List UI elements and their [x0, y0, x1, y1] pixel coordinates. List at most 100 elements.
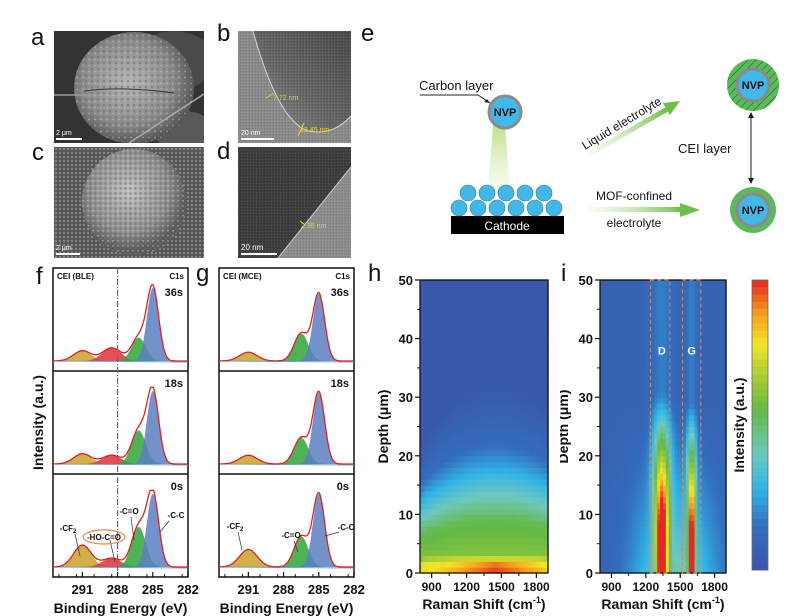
heatmap-cell — [489, 555, 494, 562]
heatmap-cell — [640, 449, 644, 457]
heatmap-cell — [510, 309, 514, 316]
heatmap-cell — [437, 391, 441, 398]
heatmap-cell — [521, 514, 526, 521]
heatmap-cell — [654, 479, 658, 486]
heatmap-cell — [484, 291, 488, 299]
heatmap-cell — [466, 438, 471, 445]
heatmap-cell — [723, 502, 727, 510]
heatmap-cell — [425, 315, 430, 322]
heatmap-cell — [617, 479, 621, 486]
heatmap-cell — [720, 426, 724, 433]
heatmap-cell — [642, 280, 647, 287]
heatmap-cell — [654, 473, 658, 480]
heatmap-cell — [665, 397, 670, 404]
heatmap-cell — [674, 326, 678, 334]
heatmap-cell — [542, 549, 546, 557]
heatmap-cell — [680, 496, 684, 504]
heatmap-cell — [545, 344, 549, 351]
heatmap-cell — [700, 467, 704, 474]
heatmap-cell — [457, 555, 462, 562]
heatmap-cell — [449, 455, 453, 463]
heatmap-cell — [602, 297, 607, 305]
heatmap-cell — [478, 280, 482, 287]
heatmap-cell — [463, 379, 468, 387]
heatmap-cell — [518, 321, 523, 328]
heatmap-cell — [634, 543, 638, 551]
heatmap-cell — [498, 496, 503, 504]
heatmap-cell — [539, 531, 543, 539]
heatmap-cell — [714, 397, 719, 404]
heatmap-cell — [665, 514, 670, 521]
heatmap-cell — [717, 321, 721, 328]
heatmap-cell — [700, 291, 704, 299]
heatmap-cell — [518, 285, 523, 293]
heatmap-cell — [640, 291, 644, 299]
heatmap-cell — [680, 490, 684, 498]
heatmap-cell — [640, 444, 644, 451]
heatmap-cell — [466, 549, 471, 557]
heatmap-cell — [688, 526, 693, 533]
heatmap-cell — [700, 461, 704, 469]
heatmap-cell — [685, 303, 690, 310]
heatmap-cell — [422, 543, 427, 551]
heatmap-cell — [717, 291, 721, 299]
heatmap-cell — [495, 502, 500, 510]
heatmap-cell — [454, 473, 459, 480]
heatmap-cell — [420, 397, 424, 404]
heatmap-cell — [685, 350, 690, 357]
heatmap-cell — [530, 344, 535, 351]
heatmap-cell — [437, 385, 441, 392]
heatmap-cell — [443, 338, 447, 346]
heatmap-cell — [685, 391, 690, 398]
heatmap-cell — [527, 403, 532, 410]
heatmap-cell — [460, 291, 465, 299]
heatmap-cell — [645, 531, 650, 539]
heatmap-cell — [498, 502, 503, 510]
heatmap-cell — [622, 350, 627, 357]
heatmap-cell — [518, 526, 523, 533]
scale-bar-d: 20 nm — [241, 243, 277, 255]
heatmap-cell — [671, 326, 676, 334]
heatmap-cell — [717, 490, 721, 498]
heatmap-cell — [530, 432, 535, 439]
heatmap-cell — [492, 367, 497, 375]
heatmap-cell — [484, 455, 488, 463]
heatmap-cell — [622, 414, 627, 422]
heatmap-cell — [714, 479, 719, 486]
heatmap-cell — [663, 461, 667, 469]
heatmap-cell — [434, 531, 439, 539]
heatmap-cell — [539, 350, 543, 357]
heatmap-cell — [642, 444, 647, 451]
heatmap-cell — [507, 531, 511, 539]
heatmap-cell — [611, 537, 615, 545]
heatmap-cell — [431, 555, 436, 562]
heatmap-cell — [651, 537, 656, 545]
heatmap-cell — [628, 508, 633, 515]
heatmap-cell — [463, 367, 468, 375]
heatmap-cell — [521, 520, 526, 527]
heatmap-cell — [645, 514, 650, 521]
heatmap-cell — [449, 549, 453, 557]
heatmap-cell — [665, 326, 670, 334]
heatmap-cell — [472, 555, 476, 562]
heatmap-cell — [625, 455, 630, 463]
heatmap-cell — [705, 291, 710, 299]
heatmap-cell — [533, 403, 537, 410]
heatmap-cell — [608, 502, 613, 510]
heatmap-cell — [449, 508, 453, 515]
heatmap-cell — [637, 309, 641, 316]
heatmap-cell — [680, 420, 684, 428]
heatmap-cell — [663, 420, 667, 428]
heatmap-cell — [671, 514, 676, 521]
heatmap-cell — [542, 432, 546, 439]
heatmap-cell — [645, 321, 650, 328]
heatmap-cell — [723, 385, 727, 392]
heatmap-cell — [723, 326, 727, 334]
heatmap-cell — [533, 315, 537, 322]
heatmap-cell — [608, 531, 613, 539]
heatmap-cell — [602, 356, 607, 363]
heatmap-cell — [642, 485, 647, 492]
heatmap-cell — [614, 350, 618, 357]
heatmap-cell — [481, 280, 485, 287]
heatmap-cell — [642, 344, 647, 351]
